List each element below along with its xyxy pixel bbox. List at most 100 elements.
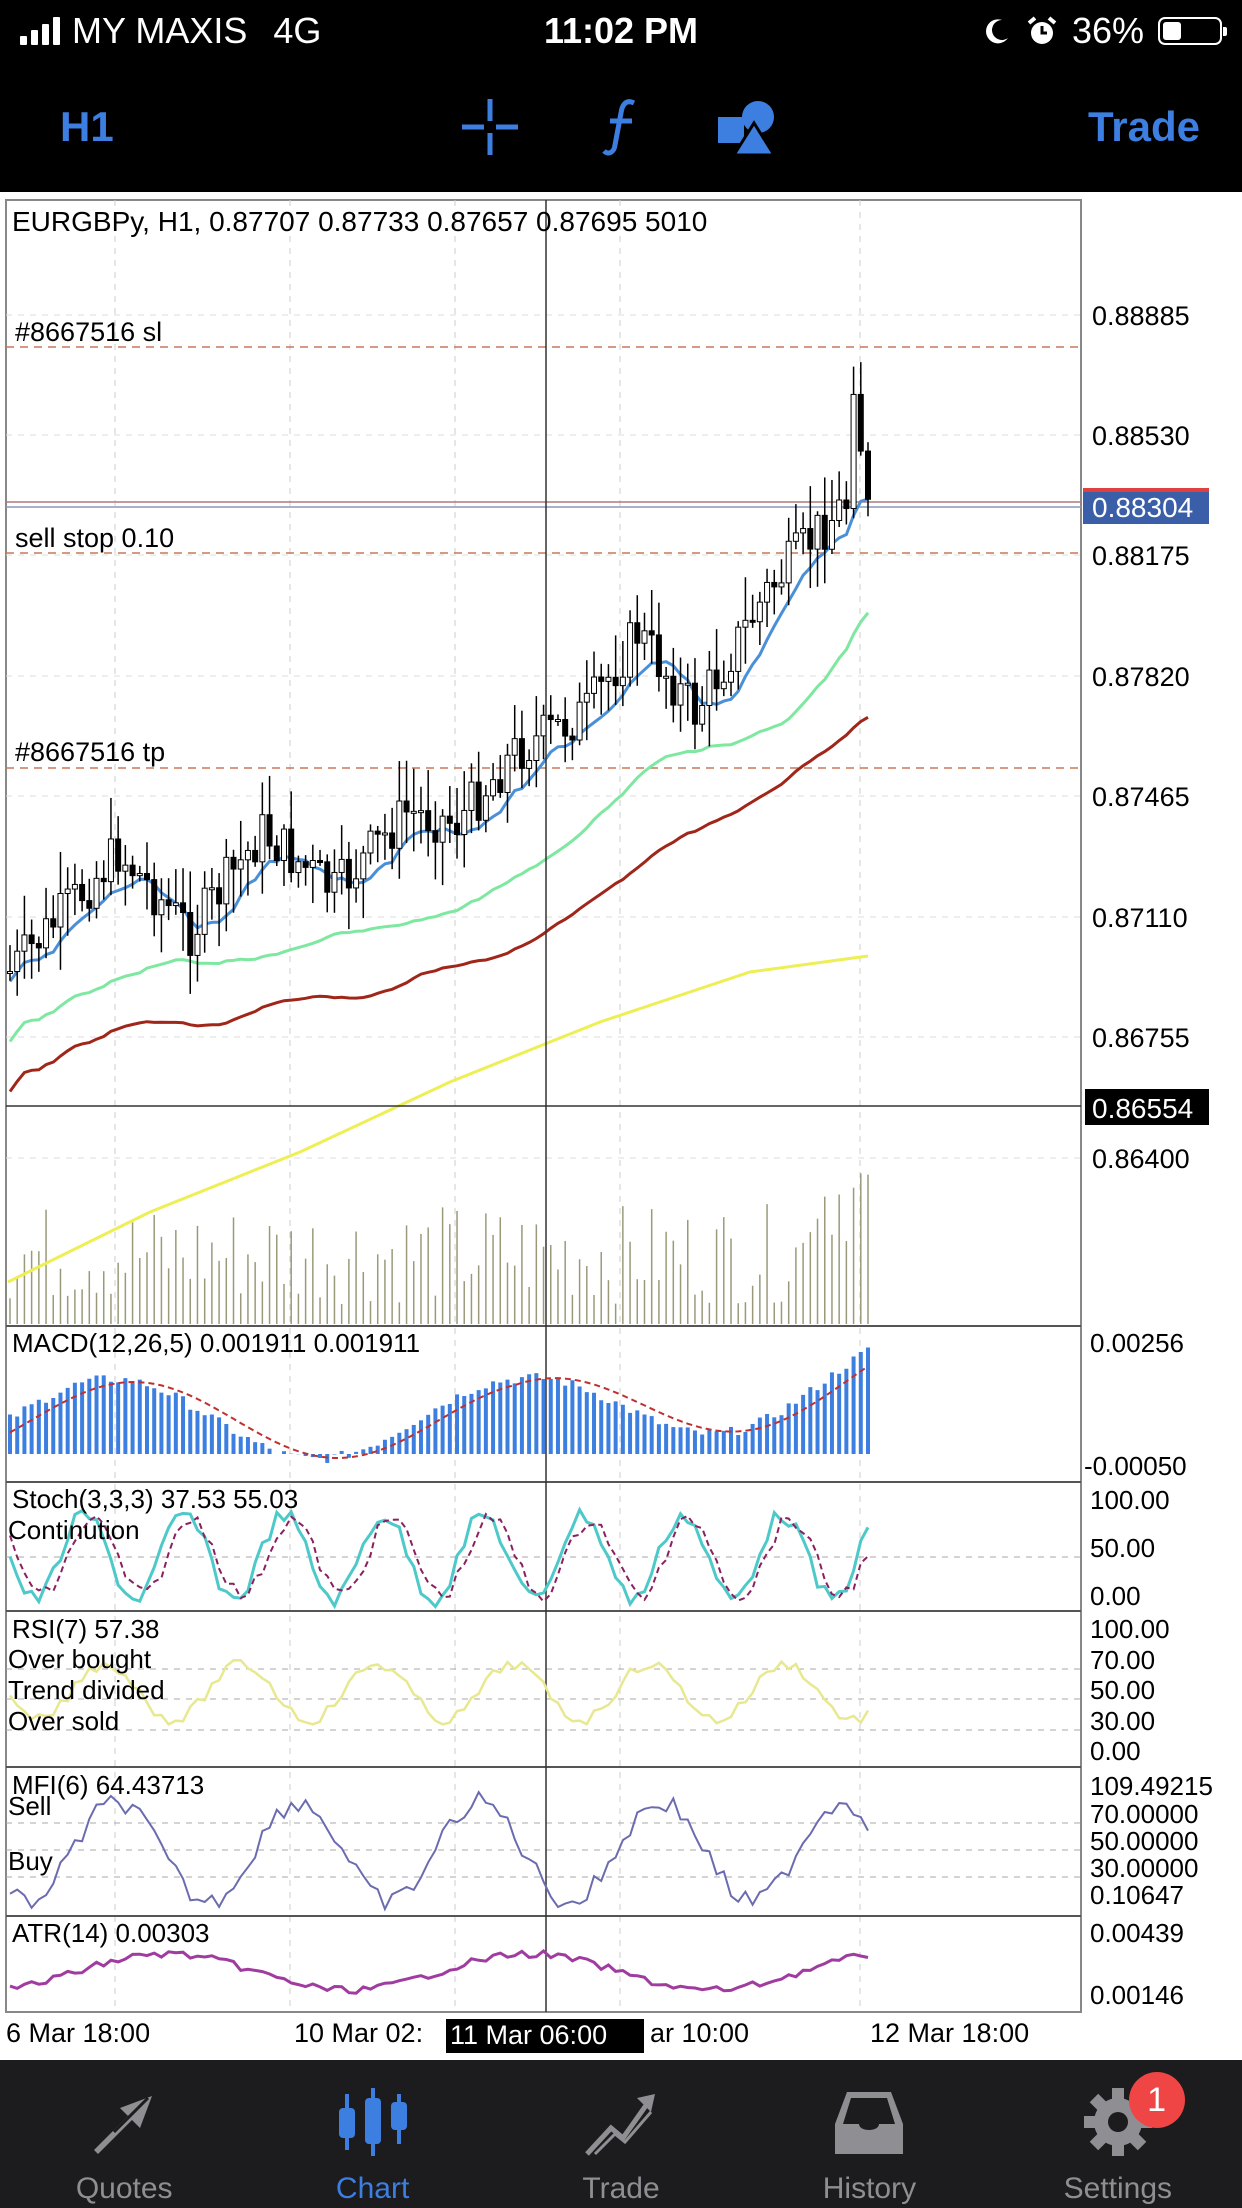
candle-body [57, 893, 64, 928]
candle-body [367, 830, 374, 854]
candle-body [115, 838, 122, 872]
candle-body [403, 800, 410, 813]
mfi-tick-min: 0.10647 [1090, 1880, 1184, 1910]
status-bar: MY MAXIS 4G 11:02 PM 36% [0, 0, 1242, 62]
tab-settings[interactable]: Settings 1 [994, 2060, 1242, 2208]
current-price-box [1083, 488, 1209, 524]
tab-trade[interactable]: Trade [497, 2060, 745, 2208]
candle-body [821, 514, 828, 550]
candle-body [389, 832, 396, 849]
candle-body [699, 705, 706, 725]
crosshair-price-label: 0.86554 [1092, 1093, 1193, 1124]
candle-body [129, 864, 136, 877]
macd-top-tick: 0.00256 [1090, 1328, 1184, 1358]
candle-body [684, 682, 691, 686]
tab-quotes[interactable]: Quotes [0, 2060, 248, 2208]
period-button[interactable]: H1 [60, 103, 114, 150]
candle-body [562, 719, 569, 737]
candle-body [266, 814, 273, 847]
network-type: 4G [273, 10, 322, 51]
candle-body [756, 601, 763, 623]
price-tick-label: 0.86755 [1092, 1023, 1190, 1053]
candle-body [417, 810, 424, 814]
crosshair-button[interactable] [458, 62, 522, 192]
candle-body [237, 859, 244, 870]
candle-body [605, 676, 612, 682]
date-label-1: 6 Mar 18:00 [6, 2018, 150, 2048]
candle-body [425, 810, 432, 832]
candle-body [720, 681, 727, 690]
stoch-main-line [8, 1506, 870, 1610]
candle-body [93, 877, 100, 909]
candle-body [28, 934, 35, 945]
tab-quotes-label: Quotes [75, 2172, 173, 2205]
candle-body [598, 676, 605, 682]
candle-body [518, 738, 525, 769]
candle-body [432, 830, 439, 843]
candle-body [338, 858, 345, 873]
function-icon [602, 99, 636, 156]
candle-body [475, 781, 482, 821]
take-profit-label: #8667516 tp [15, 737, 165, 767]
candle-body [807, 528, 814, 550]
candle-body [612, 676, 619, 687]
rsi-tick-100: 100.00 [1090, 1614, 1170, 1644]
mfi-line [9, 1790, 869, 1912]
trade-button[interactable]: Trade [1087, 103, 1200, 150]
candle-body [706, 669, 713, 707]
candle-body [331, 871, 338, 893]
sell-stop-label: sell stop 0.10 [15, 523, 174, 553]
candle-body [655, 634, 662, 678]
candle-body [208, 887, 215, 891]
carrier-name: MY MAXIS [72, 10, 248, 51]
shapes-icon [718, 101, 777, 157]
candle-body [843, 499, 850, 510]
chart-area[interactable]: EURGBPy, H1, 0.87707 0.87733 0.87657 0.8… [0, 192, 1242, 2060]
candle-body [172, 902, 179, 907]
candle-body [828, 520, 835, 550]
price-tick-label: 0.87110 [1092, 903, 1188, 933]
trade-trend-icon [585, 2094, 656, 2156]
candle-body [764, 581, 771, 603]
stoch-tick-0: 0.00 [1090, 1581, 1141, 1611]
current-price-label: 0.88304 [1092, 492, 1193, 523]
candle-body [295, 861, 302, 874]
candle-body [64, 888, 71, 895]
candle-body [50, 918, 57, 928]
stoch-signal-line [9, 1512, 869, 1603]
price-tick-label: 0.88530 [1092, 421, 1190, 451]
chart-canvas[interactable]: EURGBPy, H1, 0.87707 0.87733 0.87657 0.8… [0, 192, 1242, 2060]
chart-toolbar: H1 Trade [0, 62, 1242, 192]
candle-body [396, 800, 403, 849]
rsi-note-overbought: Over bought [8, 1644, 152, 1674]
candle-body [216, 887, 223, 905]
candle-body [345, 858, 352, 889]
tab-chart[interactable]: Chart [248, 2060, 496, 2208]
objects-button[interactable] [716, 62, 780, 192]
candle-body [504, 754, 511, 793]
candle-body [324, 861, 331, 893]
candle-body [461, 809, 468, 836]
candle-body [158, 899, 165, 916]
mfi-label: MFI(6) 64.43713 [12, 1770, 204, 1800]
chart-header: EURGBPy, H1, 0.87707 0.87733 0.87657 0.8… [12, 206, 707, 237]
rsi-tick-0: 0.00 [1090, 1736, 1141, 1766]
candle-body [244, 849, 251, 861]
tab-history[interactable]: History [745, 2060, 993, 2208]
rsi-tick-70: 70.00 [1090, 1645, 1155, 1675]
mfi-tick-max: 109.49215 [1090, 1771, 1213, 1801]
volume-bars [9, 1173, 869, 1324]
macd-bottom-tick: -0.00050 [1084, 1451, 1187, 1481]
candle-body [663, 675, 670, 679]
crosshair-icon [462, 99, 518, 155]
atr-label: ATR(14) 0.00303 [12, 1918, 210, 1948]
indicators-button[interactable] [600, 62, 644, 192]
candle-body [79, 883, 86, 902]
candle-body [648, 630, 655, 636]
battery-icon [1158, 17, 1227, 45]
candle-body [641, 630, 648, 644]
date-label-4: 12 Mar 18:00 [870, 2018, 1029, 2048]
stoch-tick-50: 50.00 [1090, 1533, 1155, 1563]
crosshair-price-box [1085, 1089, 1209, 1125]
signal-icon [20, 17, 60, 45]
